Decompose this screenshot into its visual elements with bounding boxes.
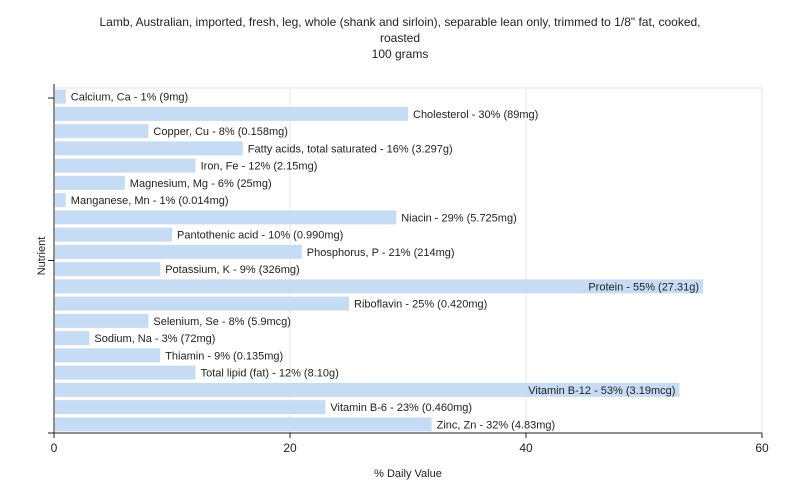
bar-label: Niacin - 29% (5.725mg) [401,212,517,224]
bar-label: Potassium, K - 9% (326mg) [165,264,300,276]
bar-label: Protein - 55% (27.31g) [588,281,699,293]
bar [55,313,149,328]
bar [55,210,397,225]
chart-title: Lamb, Australian, imported, fresh, leg, … [0,14,800,62]
chart-title-line-2: roasted [379,31,421,45]
bar [55,348,161,363]
bar [55,262,161,277]
bar-label: Vitamin B-12 - 53% (3.19mcg) [528,385,675,397]
bar-label: Vitamin B-6 - 23% (0.460mg) [330,402,472,414]
bar [55,244,302,259]
x-tick-label: 60 [755,441,769,455]
bar-label: Riboflavin - 25% (0.420mg) [354,299,487,311]
chart-title-line-1: Lamb, Australian, imported, fresh, leg, … [99,15,701,29]
bar [55,279,703,294]
bar-label: Selenium, Se - 8% (5.9mcg) [153,316,291,328]
x-axis-title: % Daily Value [374,468,442,480]
bar-label: Magnesium, Mg - 6% (25mg) [130,178,272,190]
bar-label: Fatty acids, total saturated - 16% (3.29… [248,143,453,155]
bar [55,141,243,156]
bars: Calcium, Ca - 1% (9mg) Cholesterol - 30% … [55,89,703,432]
bar [55,400,326,415]
bar [55,175,125,190]
bar-label: Total lipid (fat) - 12% (8.10g) [201,368,339,380]
bar-label: Iron, Fe - 12% (2.15mg) [201,161,318,173]
bar [55,89,66,104]
x-tick-label: 40 [519,441,533,455]
bar-label: Copper, Cu - 8% (0.158mg) [153,126,288,138]
chart-subtitle: 100 grams [371,47,429,61]
bar [55,296,349,311]
bar [55,158,196,173]
bar-label: Calcium, Ca - 1% (9mg) [71,92,188,104]
bar [55,227,172,242]
bar [55,193,66,208]
bar [55,382,680,397]
bar [55,106,408,121]
bar-label: Manganese, Mn - 1% (0.014mg) [71,195,229,207]
bar-label: Sodium, Na - 3% (72mg) [94,333,215,345]
y-axis-title: Nutrient [36,237,48,276]
bar-label: Zinc, Zn - 32% (4.83mg) [437,419,556,431]
axes: 0 20 40 60 [48,84,769,455]
bar [55,124,149,139]
bar-label: Phosphorus, P - 21% (214mg) [307,247,455,259]
bar [55,417,432,432]
bar-label: Cholesterol - 30% (89mg) [413,109,538,121]
grid [54,87,763,433]
bar-label: Thiamin - 9% (0.135mg) [165,350,283,362]
x-tick-label: 20 [283,441,297,455]
bar [55,331,90,346]
bar-label: Pantothenic acid - 10% (0.990mg) [177,230,343,242]
bar [55,365,196,380]
x-tick-label: 0 [51,441,58,455]
